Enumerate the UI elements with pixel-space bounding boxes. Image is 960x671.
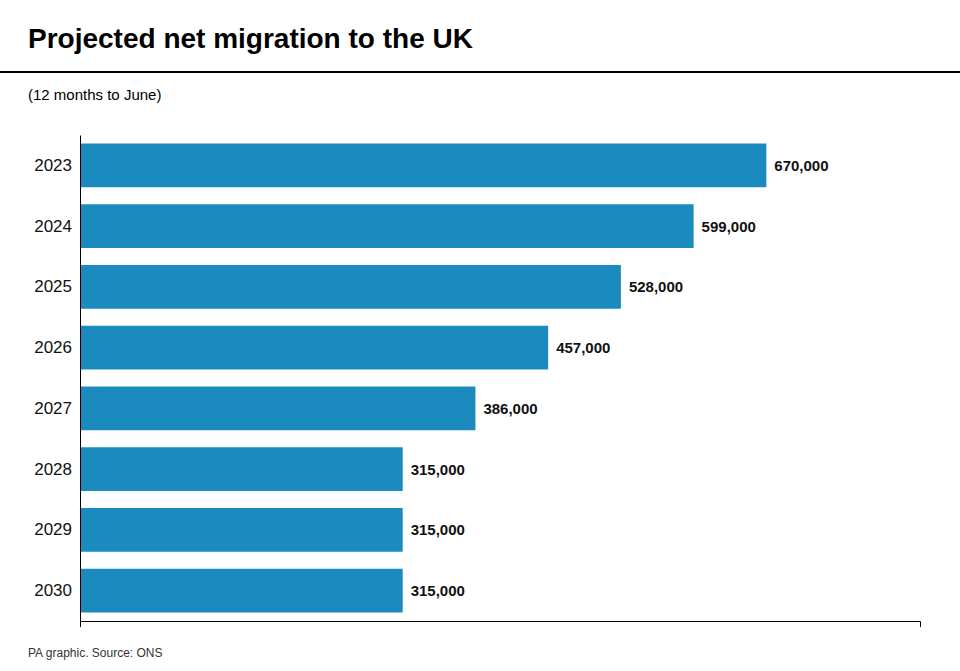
data-label: 599,000 (702, 218, 756, 235)
tick-label: 2027 (34, 399, 72, 418)
tick: 2029 (34, 520, 72, 539)
data-label: 528,000 (629, 278, 683, 295)
title: Projected net migration to the UK (28, 23, 473, 54)
tick: 2030 (34, 581, 72, 600)
title-rule (0, 71, 960, 73)
bar (80, 569, 403, 613)
tick: 2027 (34, 399, 72, 418)
bars (80, 144, 766, 613)
data-label: 457,000 (556, 339, 610, 356)
value-axis (81, 622, 921, 628)
bar (80, 204, 694, 248)
tick: 2024 (34, 217, 72, 236)
data-label: 315,000 (411, 521, 465, 538)
data-label: 386,000 (483, 400, 537, 417)
data-label: 315,000 (411, 461, 465, 478)
tick: 2025 (34, 277, 72, 296)
bar (80, 447, 403, 491)
bar (80, 265, 621, 309)
data-labels: 670,000 599,000 528,000 457,000 386,000 315,0… (411, 157, 829, 599)
axis-line (81, 622, 921, 628)
data-label: 670,000 (774, 157, 828, 174)
bar (80, 387, 475, 431)
plot: 670,000 599,000 528,000 457,000 386,000 315,0… (34, 136, 920, 628)
bar (80, 508, 403, 552)
tick-label: 2023 (34, 156, 72, 175)
bar (80, 144, 766, 188)
tick-label: 2024 (34, 217, 72, 236)
chart: Projected net migration to the UK (12 mon… (0, 0, 960, 671)
footer: PA graphic. Source: ONS (28, 646, 163, 660)
tick-label: 2030 (34, 581, 72, 600)
tick-label: 2026 (34, 338, 72, 357)
tick-label: 2029 (34, 520, 72, 539)
subtitle: (12 months to June) (28, 86, 161, 103)
axis-line (80, 136, 81, 622)
category-axis: 2023 2024 2025 2026 2027 2028 2029 2030 (34, 136, 80, 622)
tick: 2023 (34, 156, 72, 175)
tick: 2026 (34, 338, 72, 357)
tick-label: 2025 (34, 277, 72, 296)
tick-label: 2028 (34, 460, 72, 479)
tick: 2028 (34, 460, 72, 479)
bar (80, 326, 548, 370)
data-label: 315,000 (411, 582, 465, 599)
